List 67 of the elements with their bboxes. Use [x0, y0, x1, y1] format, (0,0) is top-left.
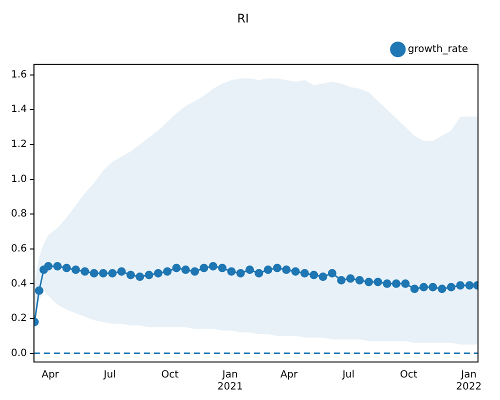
point	[136, 272, 144, 281]
point	[98, 268, 108, 278]
point	[428, 282, 438, 292]
point	[218, 264, 227, 272]
point	[438, 284, 446, 294]
point	[236, 268, 245, 278]
y-tick-label: 1.6	[10, 69, 27, 80]
y-tick-label: 0.4	[10, 278, 27, 290]
point	[44, 262, 53, 271]
point	[291, 267, 300, 276]
point	[62, 264, 71, 272]
point	[200, 264, 208, 272]
point	[34, 286, 44, 295]
point	[172, 264, 181, 272]
point	[154, 268, 162, 278]
point	[410, 284, 419, 294]
point	[208, 262, 218, 271]
y-tick-label: 1.4	[10, 104, 27, 116]
x-tick-label: Apr	[280, 370, 299, 381]
point	[264, 266, 272, 274]
point	[227, 267, 236, 276]
y-tick-label: 1.2	[10, 139, 27, 150]
point	[382, 279, 392, 288]
point	[254, 268, 264, 278]
point	[364, 278, 374, 286]
x-tick-label: Oct	[400, 370, 418, 381]
point	[126, 270, 135, 280]
point	[190, 267, 200, 276]
point	[282, 266, 291, 274]
point	[446, 282, 456, 292]
point	[401, 279, 410, 288]
x-tick-label: Oct	[161, 370, 179, 381]
point	[310, 270, 318, 280]
point	[419, 282, 428, 292]
point	[245, 266, 254, 274]
point	[456, 281, 465, 290]
point	[117, 267, 126, 276]
point	[72, 266, 80, 274]
point	[181, 266, 190, 274]
point	[80, 267, 90, 276]
point	[90, 268, 98, 278]
y-tick-label: 0.6	[10, 243, 27, 254]
point	[355, 276, 364, 284]
point	[346, 274, 355, 283]
point	[108, 268, 117, 278]
point	[53, 262, 62, 271]
y-tick-label: 1.0	[10, 174, 27, 185]
point	[272, 264, 282, 272]
x-tick-label: Jan 2021	[217, 370, 243, 393]
point	[318, 272, 328, 281]
x-tick-label: Apr	[42, 370, 60, 381]
y-tick-label: 0.2	[10, 313, 27, 324]
y-tick-label: 0.8	[10, 208, 27, 220]
x-tick-label: Jul	[102, 370, 116, 381]
point	[392, 279, 400, 288]
point	[163, 267, 172, 276]
point	[328, 268, 336, 278]
y-tick-label: 0.0	[10, 348, 27, 359]
x-tick-label: Jul	[341, 370, 355, 381]
point	[374, 278, 382, 286]
chart-title: RI	[237, 11, 249, 26]
point	[144, 270, 154, 280]
point	[337, 276, 346, 284]
legend-label: growth_rate	[408, 44, 468, 55]
point	[300, 268, 309, 278]
point	[465, 281, 474, 290]
x-tick-label: Jan 2022	[456, 370, 482, 393]
